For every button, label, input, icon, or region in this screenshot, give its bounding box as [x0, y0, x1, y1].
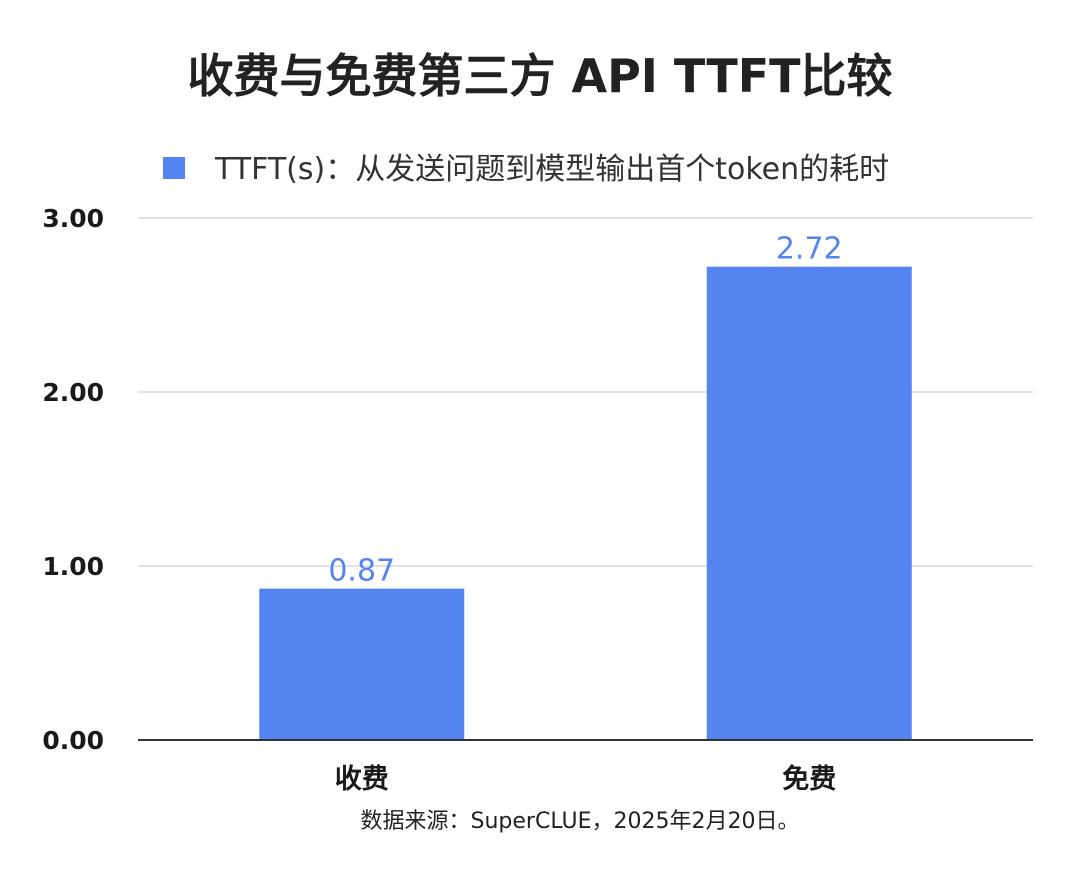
x-tick-label: 免费	[782, 764, 836, 795]
y-tick-label: 3.00	[42, 204, 104, 233]
chart-title: 收费与免费第三方 API TTFT比较	[187, 49, 892, 103]
y-tick-label: 2.00	[42, 378, 104, 407]
value-label: 2.72	[776, 232, 843, 267]
legend-swatch	[163, 157, 185, 179]
bars	[259, 266, 912, 740]
value-label: 0.87	[328, 554, 395, 589]
bar-2	[706, 266, 912, 740]
legend-label: TTFT(s)：从发送问题到模型输出首个token的耗时	[214, 152, 889, 187]
x-tick-label: 收费	[335, 764, 389, 795]
y-axis: 0.00 1.00 2.00 3.00	[42, 204, 104, 755]
value-labels: 0.87 2.72	[328, 232, 842, 589]
x-axis: 收费 免费	[335, 764, 837, 795]
source-note: 数据来源：SuperCLUE，2025年2月20日。	[361, 809, 800, 834]
bar-1	[259, 588, 465, 740]
legend: TTFT(s)：从发送问题到模型输出首个token的耗时	[163, 152, 889, 187]
y-tick-label: 1.00	[42, 552, 104, 581]
y-tick-label: 0.00	[42, 726, 104, 755]
